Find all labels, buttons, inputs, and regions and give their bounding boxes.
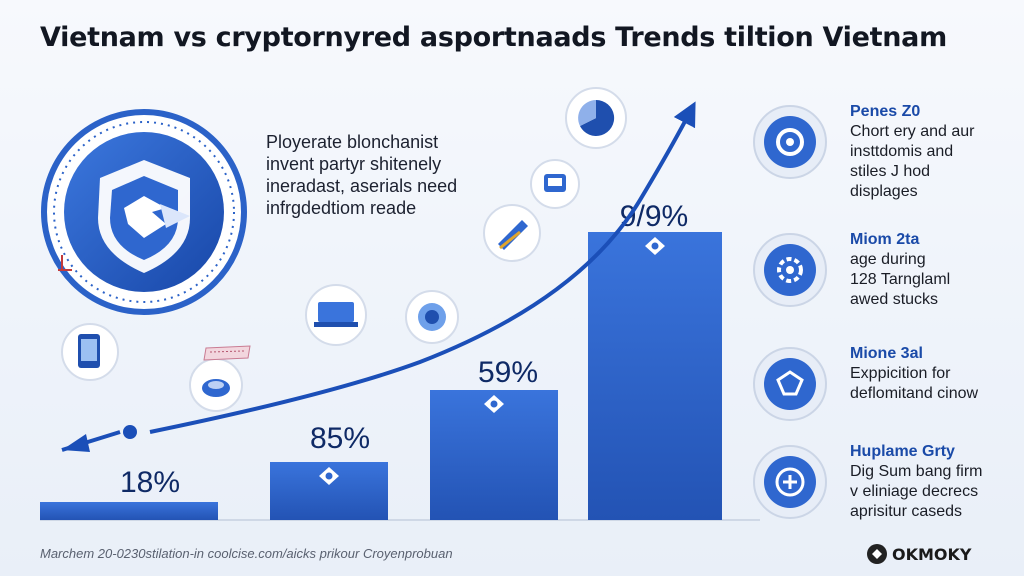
brand-name: OKMOKY [892,544,972,564]
side-heading: Mione 3al [850,345,923,362]
pen-icon [483,204,541,262]
footer-caption: Marchem 20-0230stilation-in coolcise.com… [40,546,453,561]
coin-icon [405,290,459,344]
side-heading: Miom 2ta [850,231,920,248]
side-line: deflomitand cinow [850,385,979,402]
page-title: Vietnam vs cryptornyred asportnaads Tren… [40,22,947,53]
side-item-1: Penes Z0 Chort ery and aur insttdomis an… [752,103,1012,204]
side-line: v eliniage decrecs [850,483,979,500]
dish-icon [189,358,243,412]
intro-text: Ployerate blonchanist invent partyr shit… [266,131,506,219]
phone-icon [61,323,119,381]
bar-data-label: 85% [310,422,370,455]
bars-group: 18%85%59%9/9% [40,200,722,520]
bar-4 [588,232,722,520]
trend-arrow [149,101,696,434]
pie-chart-icon [565,87,627,149]
brand: OKMOKY [866,542,972,566]
intro-line: Ployerate blonchanist [266,132,439,152]
gear-icon [753,105,827,179]
side-line: aprisitur caseds [850,503,963,520]
left-arrow-head [62,434,90,452]
side-item-4: Huplame Grty Dig Sum bang firm v eliniag… [752,443,1012,544]
bar-data-label: 18% [120,466,180,499]
side-line: age during [850,251,926,268]
bar-marker-dot [651,242,659,250]
side-line: awed stucks [850,291,939,308]
side-line: displages [850,183,918,200]
side-line: insttdomis and [850,143,954,160]
side-item-3: Mione 3al Exppicition for deflomitand ci… [752,345,1012,446]
side-heading: Penes Z0 [850,103,921,120]
laptop-icon [305,284,367,346]
gear-icon [753,233,827,307]
brand-logo-icon [867,544,887,564]
intro-line: ineradast, aserials need [266,176,458,196]
side-line: Dig Sum bang firm [850,463,983,480]
side-item-2: Miom 2ta age during 128 Tarnglaml awed s… [752,231,1012,332]
bar-data-label: 59% [478,356,538,389]
side-line: Exppicition for [850,365,951,382]
bar-marker-dot [325,472,333,480]
side-line: Chort ery and aur [850,123,975,140]
gear-icon [753,445,827,519]
wallet-icon [530,159,580,209]
trend-dot [123,425,137,439]
pin-icon [58,255,72,271]
gear-icon [753,347,827,421]
bar-1 [40,502,218,520]
note-icon [203,345,251,361]
shield-logo-icon [41,109,247,315]
intro-line: invent partyr shitenely [266,154,442,174]
side-line: stiles J hod [850,163,931,180]
bar-marker-dot [490,400,498,408]
intro-line: infrgdedtiom reade [266,198,417,218]
side-line: 128 Tarnglaml [850,271,951,288]
side-heading: Huplame Grty [850,443,955,460]
